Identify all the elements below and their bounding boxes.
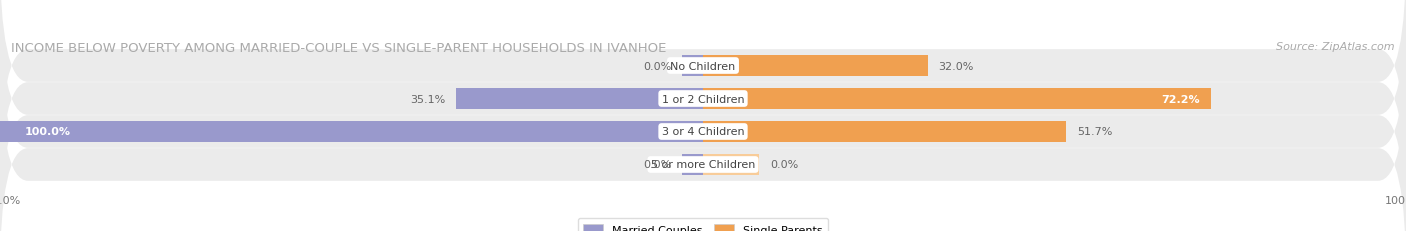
Bar <box>0 122 703 142</box>
Bar <box>703 122 1067 142</box>
Bar <box>703 56 928 76</box>
Text: 1 or 2 Children: 1 or 2 Children <box>662 94 744 104</box>
Text: 0.0%: 0.0% <box>770 160 799 170</box>
Bar <box>456 89 703 109</box>
Text: No Children: No Children <box>671 61 735 71</box>
Bar <box>682 56 703 76</box>
Text: 100.0%: 100.0% <box>25 127 70 137</box>
Text: 32.0%: 32.0% <box>939 61 974 71</box>
Text: 72.2%: 72.2% <box>1161 94 1201 104</box>
Text: INCOME BELOW POVERTY AMONG MARRIED-COUPLE VS SINGLE-PARENT HOUSEHOLDS IN IVANHOE: INCOME BELOW POVERTY AMONG MARRIED-COUPL… <box>11 42 666 55</box>
Text: 0.0%: 0.0% <box>643 160 672 170</box>
FancyBboxPatch shape <box>0 17 1406 231</box>
FancyBboxPatch shape <box>0 0 1406 181</box>
FancyBboxPatch shape <box>0 50 1406 231</box>
Legend: Married Couples, Single Parents: Married Couples, Single Parents <box>578 218 828 231</box>
Text: 0.0%: 0.0% <box>643 61 672 71</box>
FancyBboxPatch shape <box>0 0 1406 214</box>
Text: 3 or 4 Children: 3 or 4 Children <box>662 127 744 137</box>
Text: 35.1%: 35.1% <box>411 94 446 104</box>
Text: 51.7%: 51.7% <box>1077 127 1112 137</box>
Bar <box>682 155 703 175</box>
Text: Source: ZipAtlas.com: Source: ZipAtlas.com <box>1277 42 1395 52</box>
Text: 5 or more Children: 5 or more Children <box>651 160 755 170</box>
Bar <box>703 155 759 175</box>
Bar <box>703 89 1211 109</box>
